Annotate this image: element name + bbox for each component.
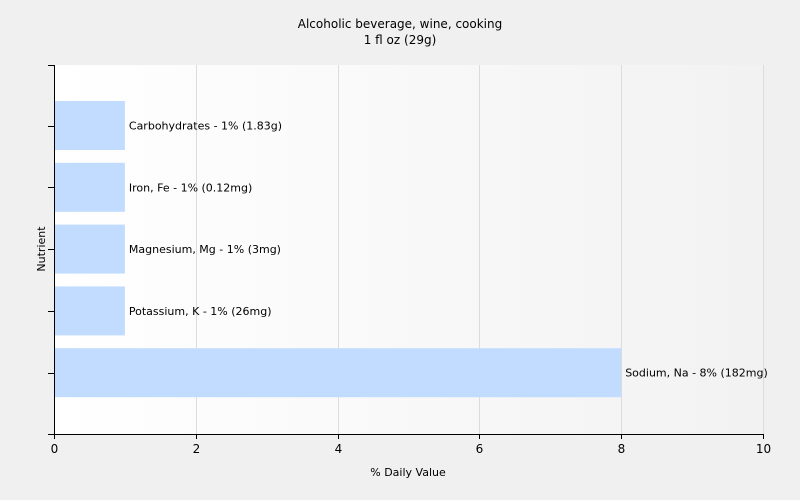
- bar: [54, 224, 125, 274]
- x-tick-label: 2: [193, 442, 201, 456]
- bar: [54, 348, 622, 398]
- bar: [54, 162, 125, 212]
- bar-data-label: Potassium, K - 1% (26mg): [129, 305, 272, 318]
- x-tick-label: 4: [335, 442, 343, 456]
- axes: 0 2 4 6 8 10: [48, 65, 771, 456]
- chart-title: Alcoholic beverage, wine, cooking: [298, 17, 502, 31]
- chart-subtitle: 1 fl oz (29g): [364, 33, 437, 47]
- bars: Carbohydrates - 1% (1.83g) Iron, Fe - 1% …: [54, 101, 768, 398]
- bar: [54, 286, 125, 336]
- bar-data-label: Carbohydrates - 1% (1.83g): [129, 120, 282, 133]
- x-tick-label: 10: [756, 442, 771, 456]
- bar-data-label: Iron, Fe - 1% (0.12mg): [129, 181, 252, 194]
- x-tick-label: 8: [618, 442, 626, 456]
- x-axis-title: % Daily Value: [370, 466, 446, 479]
- x-tick-label: 6: [476, 442, 484, 456]
- bar: [54, 101, 125, 150]
- x-tick-label: 0: [51, 442, 59, 456]
- y-axis-title: Nutrient: [35, 226, 48, 272]
- bar-data-label: Magnesium, Mg - 1% (3mg): [129, 243, 281, 256]
- bar-data-label: Sodium, Na - 8% (182mg): [625, 367, 768, 380]
